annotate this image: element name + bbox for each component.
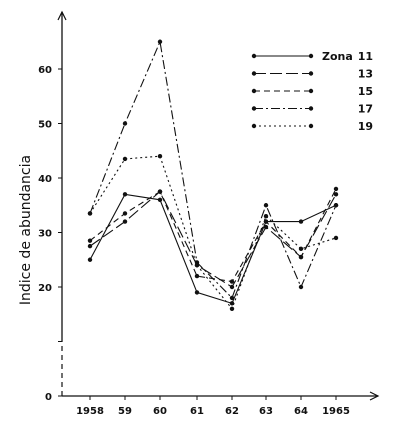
data-point-17 xyxy=(122,121,128,126)
data-point-13 xyxy=(122,219,128,224)
y-axis-arrow xyxy=(57,10,67,21)
data-point-19 xyxy=(229,306,235,311)
y-tick-label: 40 xyxy=(38,174,52,185)
series-line-15 xyxy=(89,188,337,283)
legend-marker xyxy=(251,88,257,94)
legend-prefix: Zona xyxy=(322,50,353,63)
data-point-11 xyxy=(298,219,304,224)
legend-label-13: 13 xyxy=(358,68,373,81)
x-tick-label: 61 xyxy=(190,406,204,417)
data-point-19 xyxy=(333,235,339,241)
data-point-11 xyxy=(122,192,128,197)
data-point-11 xyxy=(157,197,163,202)
legend-marker xyxy=(251,123,257,129)
series-line-17 xyxy=(89,39,337,299)
data-point-15 xyxy=(298,254,304,260)
legend-label-15: 15 xyxy=(358,85,373,98)
x-tick-label: 1965 xyxy=(322,406,350,417)
data-point-13 xyxy=(333,192,339,197)
x-tick-label: 1958 xyxy=(76,406,104,417)
series-line-11 xyxy=(89,193,337,305)
data-point-17 xyxy=(157,39,163,44)
x-axis-arrow xyxy=(369,391,380,401)
data-point-19 xyxy=(157,154,163,159)
y-tick-label: 30 xyxy=(38,229,52,240)
legend-marker xyxy=(251,71,257,76)
legend-marker xyxy=(308,106,314,111)
data-point-13 xyxy=(263,224,269,230)
plot-area xyxy=(87,39,339,311)
data-point-19 xyxy=(87,211,93,216)
data-point-15 xyxy=(333,186,339,192)
y-tick-label: 0 xyxy=(45,392,52,403)
y-axis-label: Indice de abundancia xyxy=(18,155,34,305)
legend-label-11: 11 xyxy=(358,50,373,63)
data-point-15 xyxy=(157,189,163,194)
data-point-15 xyxy=(87,238,93,243)
data-point-19 xyxy=(298,246,304,252)
x-tick-label: 59 xyxy=(118,406,132,417)
data-point-19 xyxy=(263,213,269,219)
legend-marker xyxy=(251,106,257,111)
data-point-17 xyxy=(229,295,235,301)
x-tick-label: 62 xyxy=(225,406,239,417)
axes: 0 20 30 40 50 60 1958 59 60 61 62 63 64 1965 xyxy=(38,10,380,417)
data-point-15 xyxy=(229,279,235,284)
legend-marker xyxy=(308,88,314,94)
data-point-11 xyxy=(194,290,200,295)
legend-marker xyxy=(251,53,257,59)
data-point-15 xyxy=(122,211,128,216)
legend-label-19: 19 xyxy=(358,120,373,133)
data-point-11 xyxy=(87,257,93,262)
data-point-19 xyxy=(122,156,128,162)
series-line-13 xyxy=(89,190,337,288)
x-tick-label: 64 xyxy=(294,406,308,417)
data-point-17 xyxy=(263,203,269,208)
data-point-13 xyxy=(87,243,93,249)
legend: Zona 11 13 15 17 19 xyxy=(251,50,373,133)
data-point-13 xyxy=(229,284,235,290)
data-point-15 xyxy=(194,273,200,279)
legend-marker xyxy=(308,71,314,76)
series-line-19 xyxy=(89,155,337,310)
legend-marker xyxy=(308,53,314,59)
legend-marker xyxy=(308,123,314,129)
y-tick-label: 60 xyxy=(38,65,52,76)
y-tick-label: 20 xyxy=(38,283,52,294)
data-point-17 xyxy=(333,203,339,208)
x-tick-label: 60 xyxy=(153,406,167,417)
data-point-19 xyxy=(194,263,200,268)
x-tick-label: 63 xyxy=(259,406,273,417)
data-point-17 xyxy=(298,284,304,290)
legend-label-17: 17 xyxy=(358,103,373,116)
y-tick-label: 50 xyxy=(38,120,52,131)
